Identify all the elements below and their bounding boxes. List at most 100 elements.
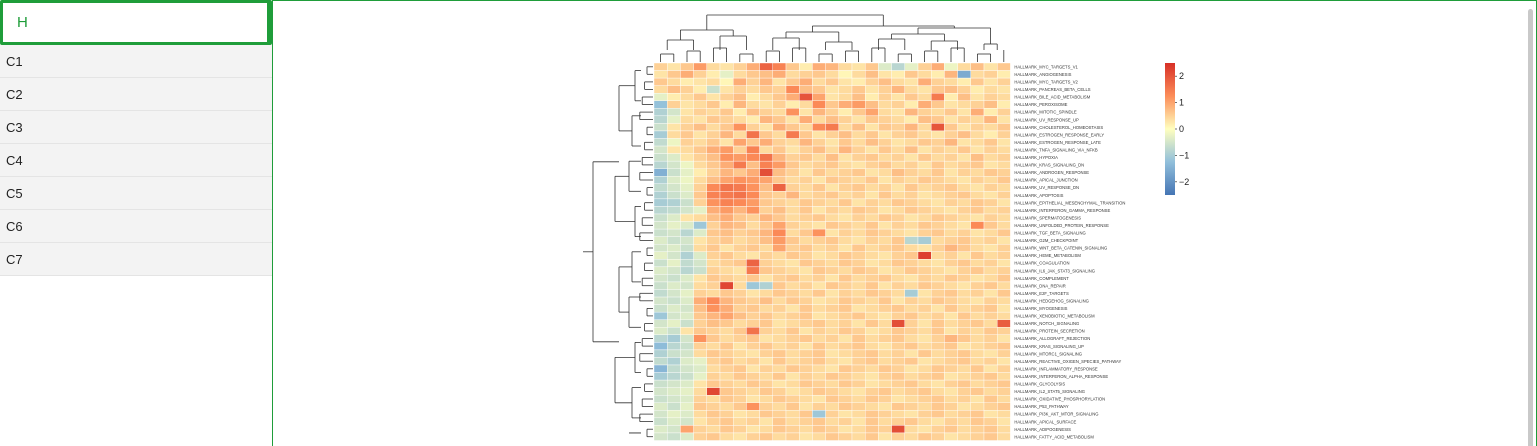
heatmap-cell [878, 221, 892, 230]
row-label: HALLMARK_DNA_REPAIR [1014, 283, 1065, 288]
row-label: HALLMARK_APOPTOSIS [1014, 193, 1063, 198]
heatmap-cell [983, 417, 998, 426]
vertical-scrollbar[interactable] [1528, 9, 1533, 446]
heatmap-cell [904, 198, 919, 207]
sidebar-item-h[interactable]: H [0, 0, 272, 45]
heatmap-cell [931, 85, 945, 94]
heatmap-cell [759, 168, 774, 177]
heatmap-cell [917, 395, 932, 403]
heatmap-cell [997, 160, 1011, 169]
heatmap-cell [799, 296, 813, 305]
sidebar-item-c1[interactable]: C1 [0, 45, 272, 78]
heatmap-cell [970, 130, 985, 139]
heatmap-cell [891, 289, 905, 298]
heatmap-cell [825, 319, 839, 328]
heatmap-cell [667, 372, 681, 381]
heatmap-cell [812, 372, 826, 381]
heatmap-cell [785, 213, 800, 222]
heatmap-cell [997, 311, 1011, 320]
heatmap-cell [772, 319, 787, 328]
heatmap-cell [957, 304, 971, 313]
heatmap-cell [746, 145, 760, 154]
heatmap-cell [746, 138, 760, 147]
heatmap-cell [865, 251, 879, 260]
heatmap-cell [746, 198, 760, 207]
sidebar-item-c5[interactable]: C5 [0, 177, 272, 210]
heatmap-cell [944, 168, 958, 177]
heatmap-cell [904, 281, 919, 290]
heatmap-cell [812, 198, 826, 207]
heatmap-cell [680, 342, 694, 351]
row-label: HALLMARK_NOTCH_SIGNALING [1014, 321, 1079, 326]
heatmap-cell [825, 123, 839, 132]
heatmap-cell [693, 62, 708, 71]
heatmap-cell [878, 228, 892, 237]
heatmap-cell [851, 115, 866, 124]
heatmap-cell [812, 213, 826, 222]
heatmap-cell [917, 342, 932, 351]
sidebar-item-c7[interactable]: C7 [0, 243, 272, 276]
heatmap-cell [891, 259, 905, 268]
heatmap-cell [746, 130, 760, 139]
heatmap-cell [825, 296, 839, 305]
heatmap-cell [838, 130, 853, 139]
heatmap-cell [733, 334, 747, 343]
row-label: HALLMARK_UNFOLDED_PROTEIN_RESPONSE [1014, 223, 1109, 228]
heatmap-cell [944, 349, 958, 358]
heatmap-cell [957, 77, 971, 86]
heatmap-cell [799, 379, 813, 388]
heatmap-cell [746, 236, 760, 245]
heatmap-cell [970, 183, 985, 192]
heatmap-cell [878, 176, 892, 185]
heatmap-cell [917, 236, 932, 245]
heatmap-cell [680, 153, 694, 162]
heatmap-cell [825, 402, 839, 411]
heatmap-cell [653, 236, 668, 245]
heatmap-cell [878, 138, 892, 147]
heatmap-cell [878, 274, 892, 283]
heatmap-cell [865, 130, 879, 139]
heatmap-cell [772, 70, 787, 79]
heatmap-cell [944, 342, 958, 351]
heatmap-cell [759, 243, 774, 252]
heatmap-cell [957, 145, 971, 154]
heatmap-cell [997, 319, 1011, 328]
heatmap-cell [680, 357, 694, 366]
heatmap-cell [997, 206, 1011, 215]
heatmap-cell [759, 228, 774, 237]
heatmap-cell [970, 115, 985, 124]
heatmap-cell [970, 289, 985, 298]
heatmap-cell [983, 364, 998, 373]
heatmap-cell [904, 425, 919, 434]
heatmap-cell [785, 236, 800, 245]
heatmap-cell [653, 138, 668, 147]
sidebar-item-label: C5 [6, 185, 23, 201]
heatmap-cell [931, 191, 945, 200]
heatmap-cell [997, 364, 1011, 373]
heatmap-cell [997, 108, 1011, 117]
heatmap-cell [851, 274, 866, 283]
heatmap-cell [851, 289, 866, 298]
sidebar-item-c2[interactable]: C2 [0, 78, 272, 111]
row-label: HALLMARK_KRAS_SIGNALING_DN [1014, 163, 1084, 168]
heatmap-cell [667, 334, 681, 343]
heatmap-cell [838, 243, 853, 252]
heatmap-cell [706, 198, 721, 207]
heatmap-cell [851, 296, 866, 305]
heatmap-cell [825, 304, 839, 313]
sidebar-item-c6[interactable]: C6 [0, 210, 272, 243]
heatmap-cell [983, 425, 998, 434]
heatmap-cell [851, 100, 866, 109]
heatmap-cell [653, 70, 668, 79]
heatmap-cell [693, 138, 708, 147]
heatmap-cell [917, 198, 932, 207]
heatmap-cell [653, 266, 668, 275]
sidebar-item-c4[interactable]: C4 [0, 144, 272, 177]
heatmap-cell [719, 289, 734, 298]
row-label: HALLMARK_TGF_BETA_SIGNALING [1014, 231, 1085, 236]
heatmap-cell [891, 342, 905, 351]
heatmap-cell [917, 145, 932, 154]
sidebar-item-c3[interactable]: C3 [0, 111, 272, 144]
heatmap-cell [733, 387, 747, 396]
heatmap-cell [931, 327, 945, 336]
